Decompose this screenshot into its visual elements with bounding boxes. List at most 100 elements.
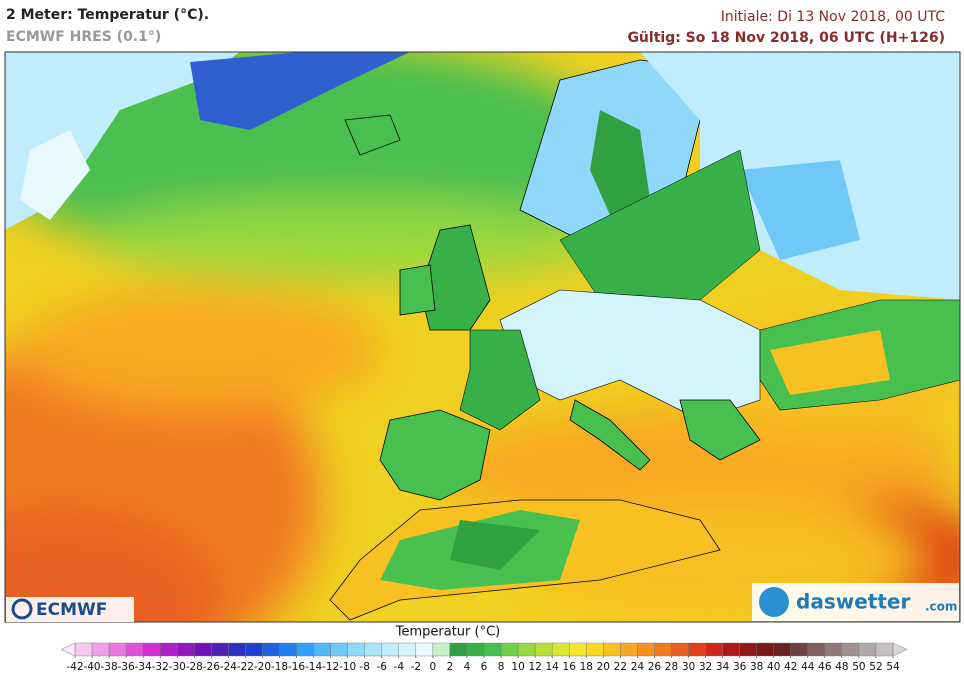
colorbar-tick-label: -42 [66,661,83,673]
colorbar-tick-label: -34 [135,661,152,673]
colorbar-tick-label: 4 [464,661,471,673]
colorbar-under [60,642,76,657]
colorbar-tick-label: -32 [152,661,169,673]
colorbar-tick-label: -40 [83,661,100,673]
colorbar-tick-label: -4 [394,661,405,673]
colorbar-swatch [415,642,434,657]
colorbar-swatch [74,642,93,657]
colorbar-swatch [500,642,519,657]
colorbar-tick-label: 48 [835,661,848,673]
colorbar-swatch [262,642,280,657]
colorbar-tick-label: 20 [597,661,610,673]
colorbar-label: Temperatur (°C) [395,625,501,640]
colorbar-tick-label: 40 [767,661,780,673]
colorbar-tick-label: -10 [339,661,356,673]
colorbar-swatch [398,642,417,657]
colorbar-tick-label: 6 [481,661,488,673]
colorbar-swatch [790,642,808,657]
colorbar-tick-label: 12 [528,661,541,673]
colorbar-swatch [551,642,570,657]
colorbar-swatch [517,642,536,657]
colorbar-tick-label: 36 [733,661,747,673]
colorbar-swatch [364,642,382,657]
colorbar-swatch [620,642,638,657]
colorbar-tick-label: 0 [430,661,437,673]
colorbar-tick-label: 16 [563,661,577,673]
colorbar: -42 -40 -38 -36 -34 -32 -30 -28 -26 -24 -22 -20 -18-… [60,642,908,673]
colorbar-swatch [125,642,144,657]
colorbar-swatch [688,642,706,657]
colorbar-swatch [483,642,502,657]
colorbar-swatch [671,642,689,657]
colorbar-tick-label: 18 [580,661,593,673]
colorbar-swatch [807,642,826,657]
colorbar-tick-label: -20 [254,661,271,673]
colorbar-swatch [347,642,365,657]
daswetter-domain: .com [925,600,957,614]
colorbar-swatch [449,642,468,657]
colorbar-swatch [228,642,246,657]
colorbar-tick-label: 30 [682,661,695,673]
colorbar-swatch [279,642,297,657]
colorbar-swatch [108,642,127,657]
colorbar-tick-label: -12 [322,661,339,673]
colorbar-tick-label: -26 [203,661,220,673]
colorbar-swatch [705,642,723,657]
map [5,52,960,622]
colorbar-swatch [722,642,740,657]
colorbar-tick-label: 44 [801,661,815,673]
daswetter-logo: daswetter .com [752,583,959,621]
colorbar-swatch [824,642,843,657]
colorbar-swatch [875,642,894,657]
colorbar-tick-label: -8 [359,661,369,673]
colorbar-tick-label: -24 [220,661,237,673]
colorbar-tick-label: 28 [665,661,678,673]
colorbar-swatch [739,642,757,657]
colorbar-swatch [160,642,178,657]
colorbar-tick-label: 22 [614,661,627,673]
colorbar-swatch [841,642,860,657]
colorbar-swatch [466,642,485,657]
colorbar-tick-label: -36 [118,661,135,673]
colorbar-tick-label: -28 [186,661,203,673]
colorbar-swatch [858,642,877,657]
colorbar-tick-label: 50 [852,661,865,673]
colorbar-tick-label: 10 [511,661,524,673]
colorbar-tick-label: 8 [498,661,505,673]
colorbar-swatch [296,642,314,657]
colorbar-swatch [330,642,348,657]
map-frame [4,51,961,623]
ecmwf-logo: ECMWF [6,597,134,622]
colorbar-swatch [756,642,774,657]
colorbar-tick-label: 42 [784,661,797,673]
colorbar-tick-label: 46 [818,661,832,673]
colorbar-swatch [432,642,451,657]
colorbar-swatch [194,642,212,657]
colorbar-swatch [637,642,655,657]
colorbar-swatch [654,642,672,657]
title: 2 Meter: Temperatur (°C). [6,7,209,23]
colorbar-tick-label: 32 [699,661,712,673]
colorbar-swatch [313,642,331,657]
colorbar-swatch [586,642,604,657]
ecmwf-logo-text: ECMWF [36,600,107,620]
colorbar-tick-label: 52 [869,661,882,673]
colorbar-swatch [569,642,587,657]
colorbar-swatch [245,642,263,657]
colorbar-tick-label: 34 [716,661,730,673]
colorbar-swatch [91,642,110,657]
colorbar-tick-label: -16 [288,661,305,673]
colorbar-tick-label: 38 [750,661,763,673]
colorbar-over [892,642,908,657]
colorbar-swatch [142,642,161,657]
colorbar-swatch [534,642,553,657]
init-time: Initiale: Di 13 Nov 2018, 00 UTC [721,9,945,25]
colorbar-tick-label: -30 [169,661,186,673]
colorbar-swatch [381,642,399,657]
colorbar-swatch [603,642,621,657]
valid-time: Gültig: So 18 Nov 2018, 06 UTC (H+126) [627,30,945,46]
daswetter-text: daswetter [796,590,910,614]
colorbar-tick-label: -22 [237,661,254,673]
